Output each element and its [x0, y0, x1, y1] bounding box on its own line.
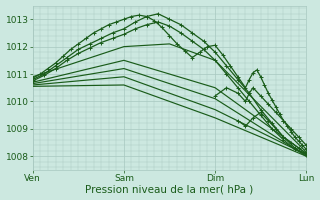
- X-axis label: Pression niveau de la mer( hPa ): Pression niveau de la mer( hPa ): [85, 184, 254, 194]
